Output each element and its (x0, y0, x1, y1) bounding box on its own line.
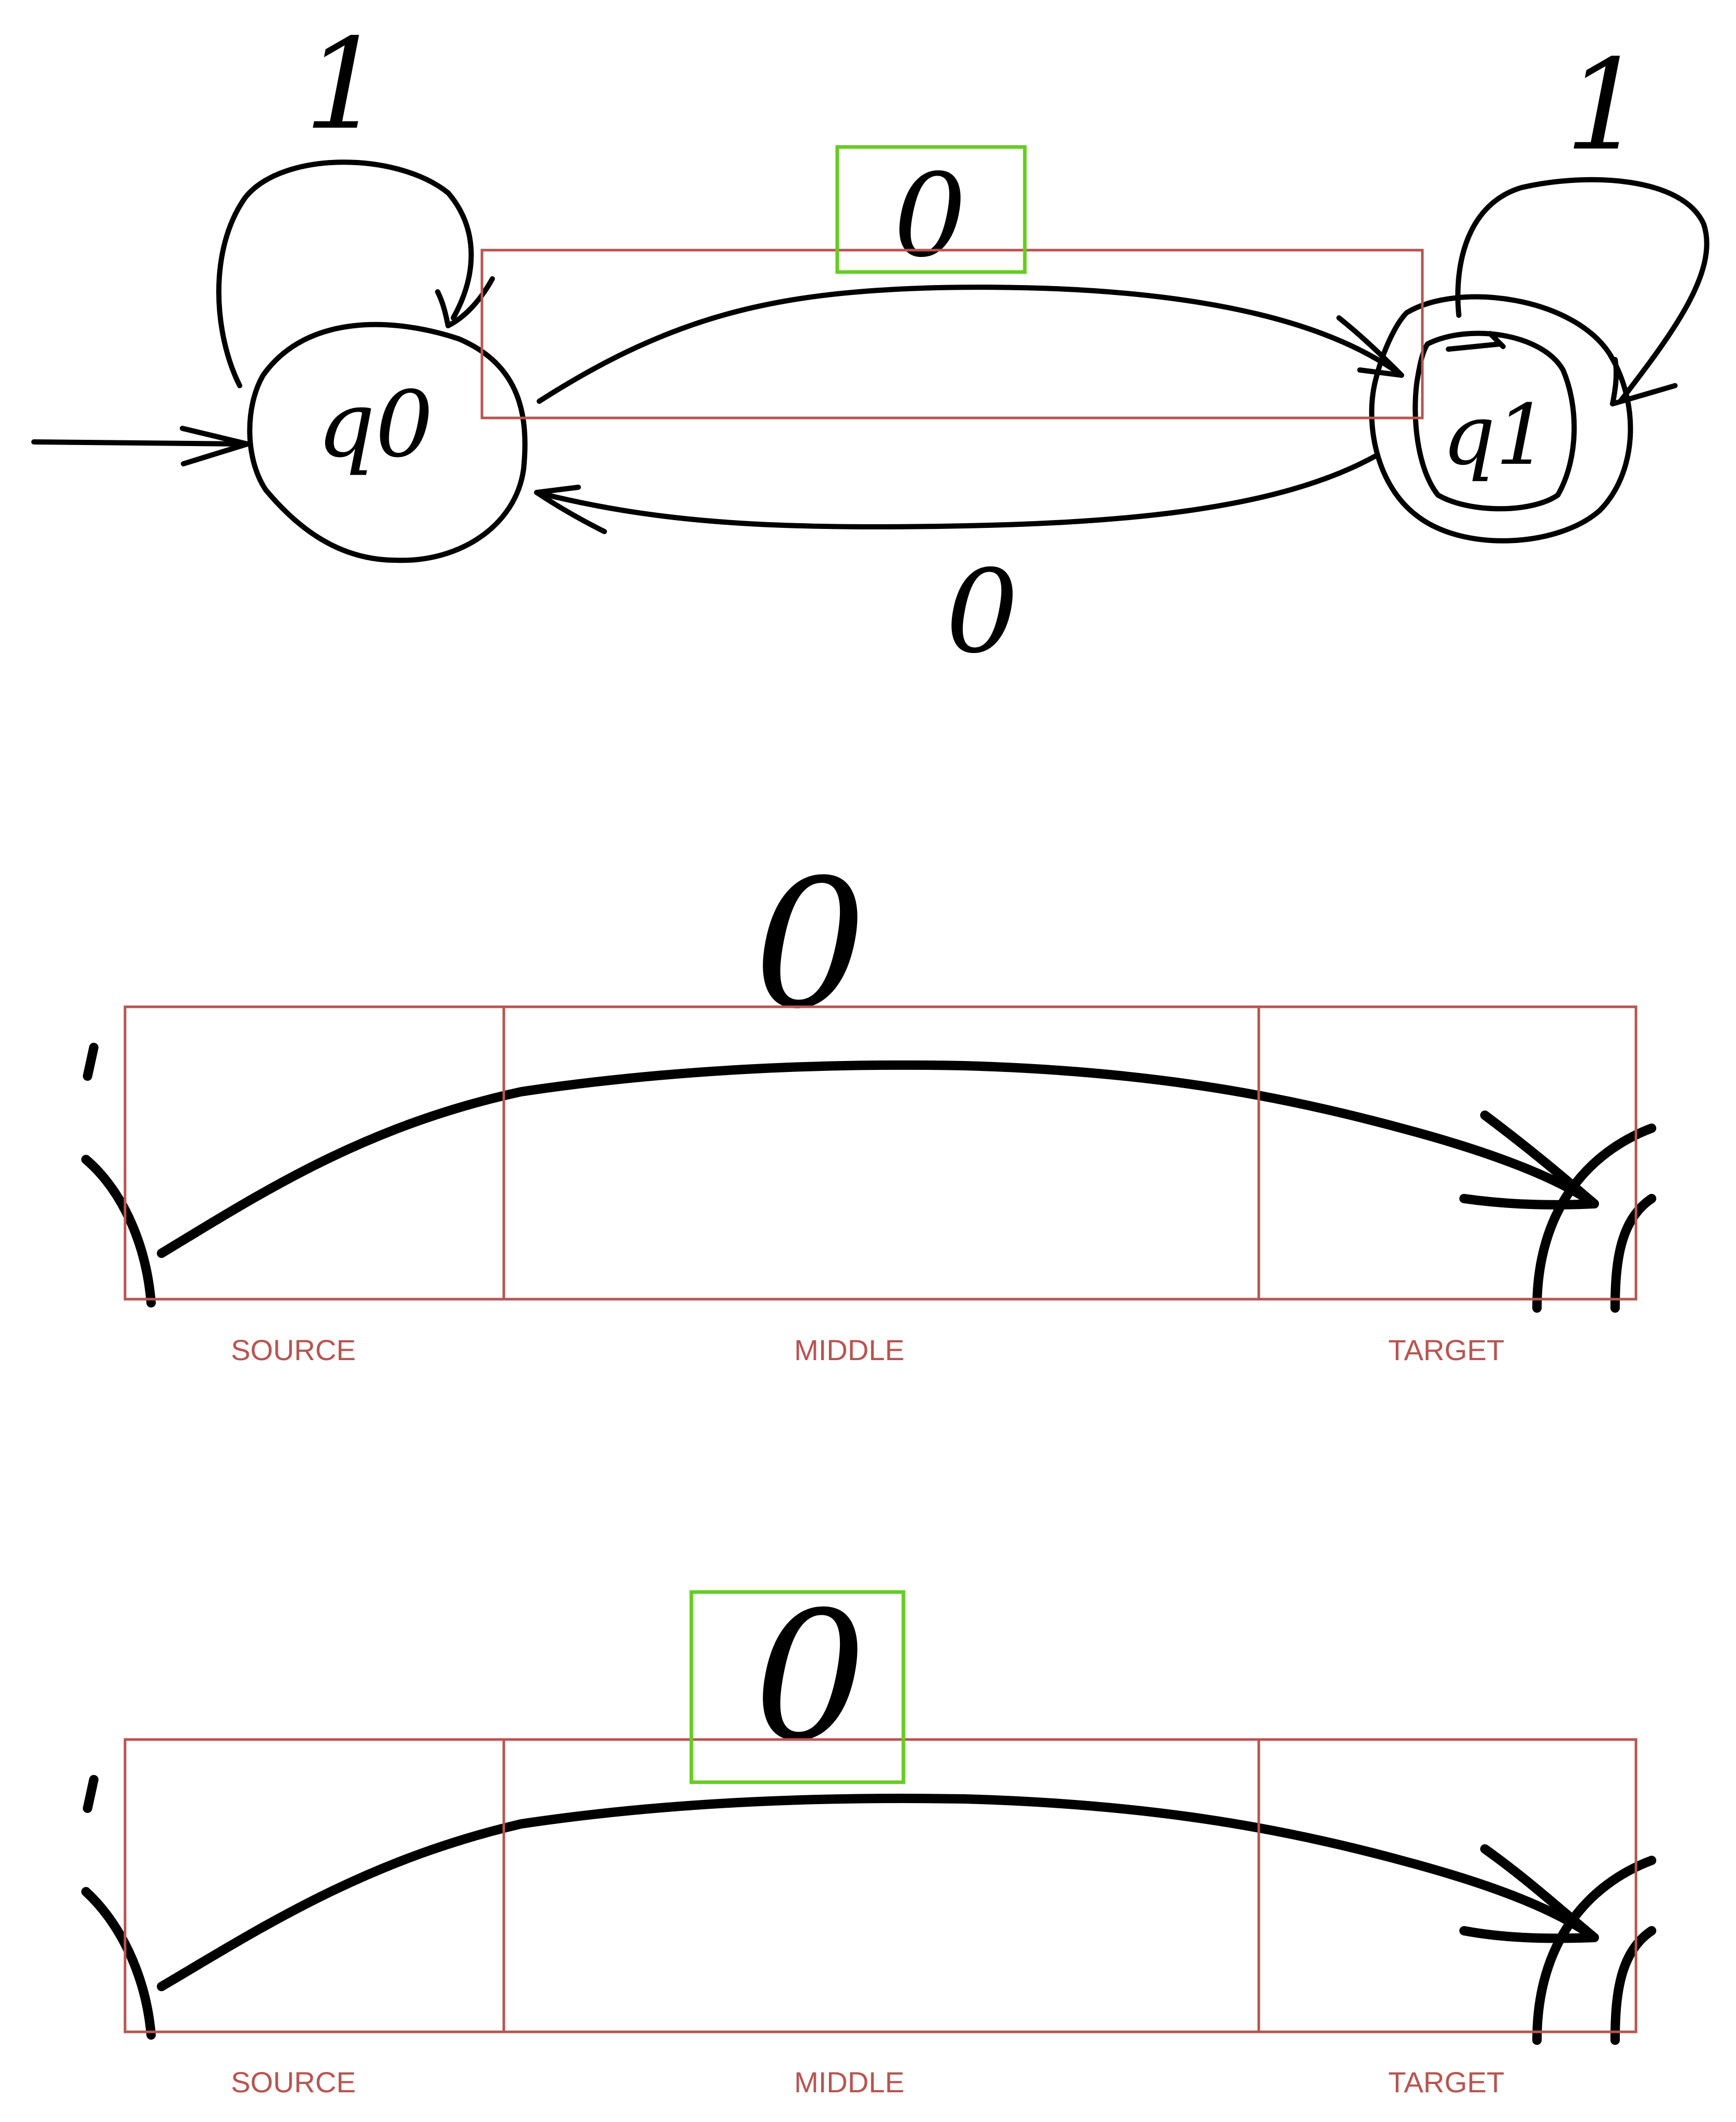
state-q1-outer-circle (1369, 294, 1633, 544)
zoom2-source-state-arc (81, 1887, 156, 2040)
zoom1-edge-symbol: 0 (754, 842, 866, 1048)
edge-q0-to-q1 (537, 285, 1404, 404)
zoom1-arrowhead (1459, 1111, 1599, 1210)
edge-q0-to-q1-symbol: 0 (894, 149, 966, 282)
edge-q0-to-q1-arrowhead (1336, 315, 1404, 378)
edge-q1-to-q0-symbol: 0 (946, 545, 1019, 678)
label-highlight-box (835, 145, 1027, 274)
loop-q0-symbol: 1 (304, 11, 384, 157)
zoom1-middle-label: MIDDLE (794, 1334, 904, 1366)
edge-q1-to-q0 (534, 453, 1378, 529)
edge-q1-to-q0-arrowhead (534, 485, 607, 534)
zoom1-source-state-arc (81, 1155, 156, 1307)
zoom1-target-label: TARGET (1388, 1334, 1505, 1366)
automaton-overview: q0 1 q1 1 0 0 (31, 11, 1709, 678)
loop-q0 (216, 159, 474, 388)
zoom1-outer-box (123, 1005, 1638, 1301)
loop-q1 (1455, 177, 1709, 404)
start-arrow (31, 426, 250, 466)
zoom2-target-inner-arc (1610, 1926, 1656, 2045)
loop-q1-arrowhead (1610, 357, 1678, 406)
zoom2-label-box (689, 1590, 906, 1784)
zoom2-arrowhead (1459, 1844, 1599, 1943)
zoom2-edge-symbol: 0 (754, 1574, 866, 1780)
zoom1-source-state-fragment (83, 1043, 98, 1081)
state-q0-label: q0 (317, 372, 433, 478)
zoom-panel-1: 0 SOURCE MIDDLE TARGET (81, 842, 1656, 1366)
zoom-panel-2: 0 SOURCE MIDDLE TARGET (81, 1574, 1656, 2099)
zoom2-source-state-fragment (83, 1775, 98, 1813)
zoom2-middle-label: MIDDLE (794, 2066, 904, 2099)
zoom2-outer-box (123, 1738, 1638, 2033)
edge-highlight-box (480, 249, 1424, 420)
zoom1-target-outer-arc (1532, 1124, 1656, 1313)
loop-q0-arrowhead (435, 276, 495, 328)
zoom1-edge-curve (157, 1060, 1599, 1258)
loop-q1-tick (1446, 331, 1506, 352)
zoom2-target-label: TARGET (1388, 2066, 1505, 2099)
zoom2-edge-curve (157, 1794, 1599, 1991)
zoom1-target-inner-arc (1610, 1194, 1656, 1313)
zoom1-source-label: SOURCE (231, 1334, 356, 1366)
loop-q1-symbol: 1 (1565, 32, 1645, 178)
zoom2-source-label: SOURCE (231, 2066, 356, 2099)
zoom2-target-outer-arc (1532, 1856, 1656, 2045)
state-q1-inner-circle (1412, 330, 1577, 512)
state-q0-circle (247, 322, 528, 563)
state-q1-label: q1 (1442, 386, 1548, 484)
